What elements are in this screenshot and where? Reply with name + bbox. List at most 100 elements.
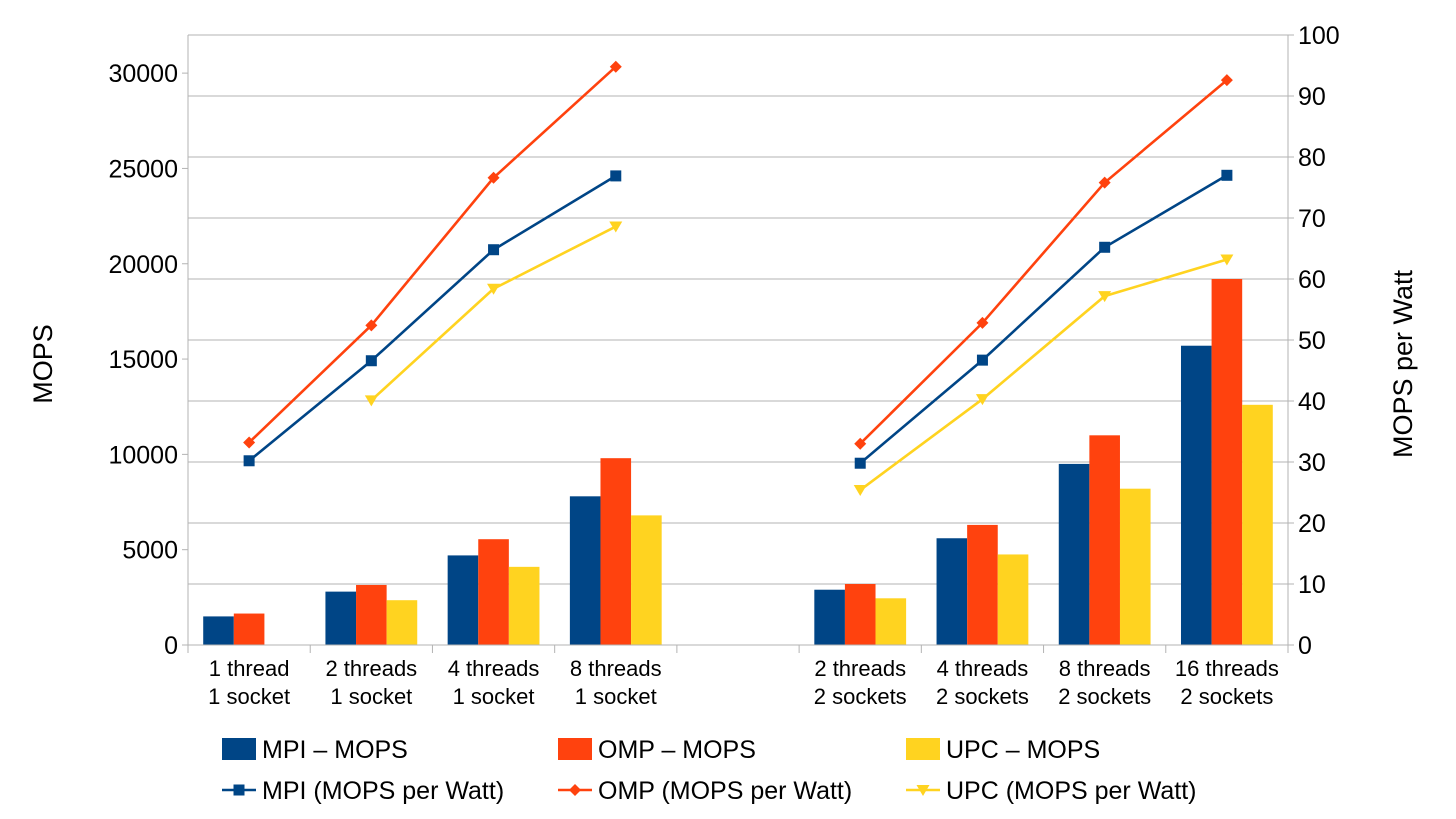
- line-s2-segment: [859, 258, 1228, 492]
- lines: [243, 60, 1234, 497]
- bar-s1-3: [600, 458, 632, 645]
- x-tick-label-3-0: 8 threads: [570, 656, 662, 681]
- bar-s2-6: [997, 554, 1029, 645]
- y-tick-label-left-1: 5000: [122, 537, 178, 565]
- point-s2-8: [1220, 254, 1234, 266]
- bars: [203, 279, 1273, 645]
- legend: MPI – MOPS OMP – MOPS UPC – MOPS MPI (MOPS …: [222, 736, 1197, 805]
- point-s0-5: [854, 457, 866, 469]
- y-tick-label-left-3: 15000: [108, 346, 178, 374]
- bar-s1-1: [356, 584, 387, 645]
- legend-label-bar-2: UPC – MOPS: [946, 736, 1100, 764]
- y-axis-label: MOPS: [28, 324, 58, 404]
- legend-label-bar-0: MPI – MOPS: [262, 736, 408, 764]
- point-s2-3: [609, 221, 623, 233]
- x-tick-label-8-0: 16 threads: [1175, 656, 1279, 681]
- bar-s1-7: [1089, 435, 1120, 645]
- y-tick-label-right-6: 60: [1298, 266, 1326, 294]
- line-s0-segment: [248, 174, 617, 462]
- y-tick-label-right-4: 40: [1298, 388, 1326, 416]
- y-tick-label-left-5: 25000: [108, 155, 178, 183]
- point-s2-1: [364, 395, 378, 407]
- legend-swatch-bar-0: [222, 738, 256, 760]
- legend-swatch-bar-2: [906, 738, 940, 760]
- x-tick-label-3-1: 1 socket: [575, 684, 657, 709]
- point-s2-6: [975, 394, 989, 406]
- point-s0-6: [976, 354, 988, 366]
- point-s0-3: [610, 170, 622, 182]
- y-tick-label-right-5: 50: [1298, 327, 1326, 355]
- point-s1-0: [243, 436, 256, 449]
- bar-s2-8: [1242, 404, 1273, 645]
- y-tick-label-right-8: 80: [1298, 144, 1326, 172]
- y2-axis-label: MOPS per Watt: [1388, 269, 1418, 458]
- x-tick-label-7-1: 2 sockets: [1058, 684, 1151, 709]
- x-category-labels: 1 thread 1 socket 2 threads 1 socket 4 threa…: [208, 656, 1279, 709]
- x-tick-label-5-0: 2 threads: [814, 656, 906, 681]
- bar-s2-3: [631, 515, 662, 645]
- y-tick-label-right-10: 100: [1298, 22, 1340, 50]
- legend-marker-1: [569, 784, 581, 796]
- y-tick-labels-left: 0 5000 10000 15000 20000 25000 30000: [108, 60, 178, 660]
- x-tick-label-5-1: 2 sockets: [814, 684, 907, 709]
- legend-label-bar-1: OMP – MOPS: [598, 736, 756, 764]
- bar-s1-0: [233, 613, 265, 645]
- y-tick-label-right-2: 20: [1298, 510, 1326, 538]
- bar-s0-5: [814, 589, 845, 645]
- bar-s0-0: [203, 616, 234, 645]
- x-tick-label-0-1: 1 socket: [208, 684, 290, 709]
- legend-label-line-2: UPC (MOPS per Watt): [946, 777, 1197, 805]
- bar-s0-8: [1180, 345, 1212, 645]
- x-tick-label-1-0: 2 threads: [325, 656, 417, 681]
- legend-marker-0: [233, 784, 245, 796]
- line-s1-segment: [859, 79, 1228, 445]
- point-s2-2: [487, 283, 501, 295]
- x-tick-label-2-1: 1 socket: [453, 684, 535, 709]
- bar-s0-2: [447, 555, 479, 645]
- x-tick-label-2-0: 4 threads: [448, 656, 540, 681]
- y-tick-label-left-6: 30000: [108, 60, 178, 88]
- legend-marker-2: [916, 785, 930, 796]
- point-s1-5: [854, 437, 867, 450]
- x-tick-label-7-0: 8 threads: [1059, 656, 1151, 681]
- point-s0-0: [243, 455, 255, 467]
- bar-s1-5: [844, 584, 876, 645]
- point-s1-8: [1220, 74, 1233, 87]
- bar-s2-7: [1119, 488, 1151, 645]
- point-s1-1: [365, 319, 378, 332]
- bar-s2-5: [875, 598, 907, 645]
- y-tick-label-right-0: 0: [1298, 632, 1312, 660]
- y-tick-label-right-7: 70: [1298, 205, 1326, 233]
- x-tick-label-6-1: 2 sockets: [936, 684, 1029, 709]
- point-s2-5: [853, 485, 867, 497]
- bar-s1-2: [478, 539, 509, 645]
- point-s0-7: [1099, 241, 1111, 253]
- y-tick-labels-right: 0 10 20 30 40 50 60 70 80 90 100: [1298, 22, 1340, 660]
- point-s0-8: [1221, 169, 1233, 181]
- bar-s1-6: [967, 524, 998, 645]
- line-s0-segment: [859, 174, 1228, 465]
- bar-s0-1: [325, 591, 357, 645]
- legend-swatch-bar-1: [558, 738, 592, 760]
- point-s1-3: [609, 60, 622, 73]
- y-tick-label-right-1: 10: [1298, 571, 1326, 599]
- line-s1-segment: [248, 65, 617, 444]
- bar-s2-2: [508, 566, 540, 645]
- bar-s1-8: [1211, 279, 1243, 645]
- axes: [182, 34, 1294, 653]
- point-s0-2: [488, 244, 500, 256]
- x-tick-label-1-1: 1 socket: [330, 684, 412, 709]
- y-tick-label-left-0: 0: [164, 632, 178, 660]
- y-tick-label-left-4: 20000: [108, 251, 178, 279]
- y-tick-label-right-9: 90: [1298, 83, 1326, 111]
- legend-label-line-0: MPI (MOPS per Watt): [262, 777, 504, 805]
- bar-s0-3: [569, 496, 601, 645]
- x-tick-label-6-0: 4 threads: [937, 656, 1029, 681]
- bar-s2-1: [386, 600, 418, 645]
- x-tick-label-0-0: 1 thread: [209, 656, 290, 681]
- y-tick-label-left-2: 10000: [108, 441, 178, 469]
- legend-label-line-1: OMP (MOPS per Watt): [598, 777, 852, 805]
- point-s1-2: [487, 171, 500, 184]
- point-s2-7: [1098, 291, 1112, 303]
- x-tick-label-8-1: 2 sockets: [1180, 684, 1273, 709]
